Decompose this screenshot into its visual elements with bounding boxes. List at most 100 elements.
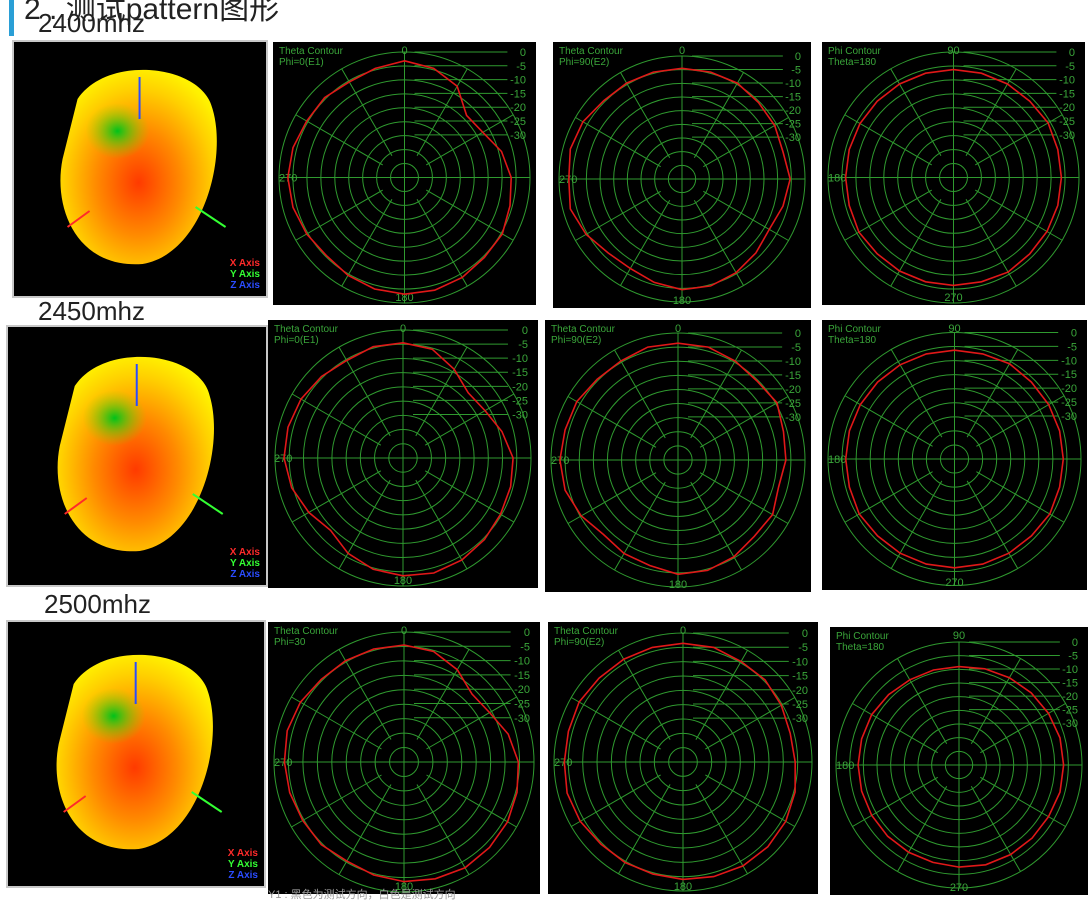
- radial-tick-label: -30: [1062, 718, 1078, 730]
- radial-tick-label: -10: [514, 656, 530, 668]
- radial-tick-label: -30: [514, 713, 530, 725]
- radial-tick-label: -15: [1062, 678, 1078, 690]
- radial-tick-label: -25: [792, 699, 808, 711]
- polar-title: Theta Contour: [274, 626, 339, 637]
- radial-tick-label: 0: [795, 51, 801, 63]
- angle-label-top: 0: [400, 323, 406, 335]
- axis-legend-x: X Axis: [230, 547, 261, 558]
- polar-subtitle: Phi=90(E2): [551, 335, 601, 346]
- polar-grid: [553, 632, 813, 892]
- radial-tick-label: -15: [512, 367, 528, 379]
- radial-tick-label: -5: [1067, 341, 1077, 353]
- polar-grid: [835, 641, 1083, 889]
- radial-tick-label: 0: [1071, 328, 1077, 340]
- polar-subtitle: Phi=30: [274, 637, 306, 648]
- heading-accent-bar: [9, 0, 14, 36]
- polar-title: Phi Contour: [828, 324, 881, 335]
- polar-grid: [274, 329, 532, 587]
- radial-tick-label: -10: [510, 75, 526, 87]
- radial-tick-label: -20: [785, 105, 801, 117]
- radial-tick-label: -25: [785, 398, 801, 410]
- angle-label-top: 0: [401, 45, 407, 57]
- radial-tick-label: 0: [522, 325, 528, 337]
- radial-tick-label: -30: [785, 412, 801, 424]
- axis-legend-y: Y Axis: [230, 558, 260, 569]
- polar-plot-2400-phi0: 0 -5 -10 -15 -20 -25 -30 Theta Contour Phi=0(E1)…: [273, 42, 536, 305]
- radial-tick-label: 0: [1069, 47, 1075, 59]
- pattern-trace: [844, 68, 1063, 287]
- polar-title: Theta Contour: [554, 626, 619, 637]
- figure-caption: Y1 : 黑色为测试方向，白色是测试方向: [268, 889, 456, 901]
- radial-tick-label: -15: [514, 670, 530, 682]
- low-gain-region: [81, 688, 146, 744]
- polar-grid: [273, 631, 535, 893]
- pattern-trace: [857, 665, 1065, 868]
- radial-tick-label: -20: [1059, 102, 1075, 114]
- radial-tick-label: -30: [510, 130, 526, 142]
- radial-tick-label: -15: [1059, 88, 1075, 100]
- axis-legend-x: X Axis: [230, 258, 261, 269]
- angle-label-bottom: 180: [674, 881, 692, 893]
- radial-tick-label: 0: [520, 47, 526, 59]
- axis-legend-x: X Axis: [228, 848, 259, 859]
- radial-tick-label: -10: [1061, 355, 1077, 367]
- radial-tick-label: 0: [1072, 637, 1078, 649]
- angle-label-top: 0: [680, 625, 686, 637]
- radial-tick-label: -20: [792, 685, 808, 697]
- angle-label-left: 180: [828, 454, 846, 466]
- polar-plot-2400-phi90: 0 -5 -10 -15 -20 -25 -30 Theta Contour Phi=90(E2…: [553, 42, 811, 308]
- pattern-trace: [844, 349, 1065, 569]
- polar-subtitle: Theta=180: [828, 57, 877, 68]
- low-gain-region: [82, 390, 147, 446]
- radial-tick-label: -10: [785, 78, 801, 90]
- radial-tick-label: -5: [791, 65, 801, 77]
- radial-tick-label: -30: [792, 713, 808, 725]
- angle-label-bottom: 270: [945, 577, 963, 589]
- radial-tick-label: -30: [1059, 130, 1075, 142]
- radial-tick-label: -15: [792, 671, 808, 683]
- frequency-label-2400: 2400mhz: [38, 8, 145, 38]
- radial-tick-label: -10: [512, 353, 528, 365]
- radial-tick-label: -15: [785, 92, 801, 104]
- radial-tick-label: -10: [1062, 664, 1078, 676]
- radial-tick-label: -5: [1068, 651, 1078, 663]
- radial-tick-label: -25: [785, 119, 801, 131]
- radial-tick-label: -20: [785, 384, 801, 396]
- pattern-trace: [567, 67, 792, 291]
- pattern-trace: [283, 341, 514, 577]
- polar-title: Phi Contour: [836, 631, 889, 642]
- angle-label-top: 0: [675, 323, 681, 335]
- angle-label-top: 90: [948, 323, 960, 335]
- radial-tick-label: -5: [516, 61, 526, 73]
- axis-legend-y: Y Axis: [230, 269, 260, 280]
- angle-label-bottom: 270: [944, 292, 962, 304]
- pattern-trace: [283, 644, 520, 883]
- angle-label-bottom: 180: [673, 295, 691, 307]
- polar-plot-2450-phi0: 0 -5 -10 -15 -20 -25 -30 Theta Contour Phi=0(E1)…: [268, 320, 538, 588]
- radial-tick-label: -20: [514, 684, 530, 696]
- pattern-3d-view-2400: X Axis Y Axis Z Axis: [12, 40, 268, 298]
- radial-tick-label: -25: [1059, 116, 1075, 128]
- polar-subtitle: Theta=180: [836, 642, 885, 653]
- radial-tick-label: -10: [785, 356, 801, 368]
- polar-title: Phi Contour: [828, 46, 881, 57]
- polar-plot-2500-phi90: 0 -5 -10 -15 -20 -25 -30 Theta Contour Phi=90(E2…: [548, 622, 818, 894]
- angle-label-bottom: 180: [394, 575, 412, 587]
- polar-title: Theta Contour: [559, 46, 624, 57]
- polar-subtitle: Phi=0(E1): [274, 335, 319, 346]
- angle-label-top: 0: [679, 45, 685, 57]
- axis-indicator: [66, 77, 227, 228]
- polar-title: Theta Contour: [551, 324, 616, 335]
- radial-tick-label: -10: [1059, 75, 1075, 87]
- pattern-3d-view-2500: X Axis Y Axis Z Axis: [6, 620, 266, 888]
- radial-tick-label: -20: [1061, 383, 1077, 395]
- polar-plot-2500-phi30: 0 -5 -10 -15 -20 -25 -30 Theta Contour Phi=30 0 27…: [268, 622, 540, 894]
- low-gain-region: [85, 103, 150, 159]
- polar-subtitle: Phi=90(E2): [554, 637, 604, 648]
- angle-label-top: 0: [401, 625, 407, 637]
- polar-title: Theta Contour: [274, 324, 339, 335]
- axis-legend-z: Z Axis: [228, 870, 258, 881]
- angle-label-bottom: 180: [395, 881, 413, 893]
- frequency-label-2450: 2450mhz: [38, 296, 145, 326]
- radial-tick-label: -20: [1062, 691, 1078, 703]
